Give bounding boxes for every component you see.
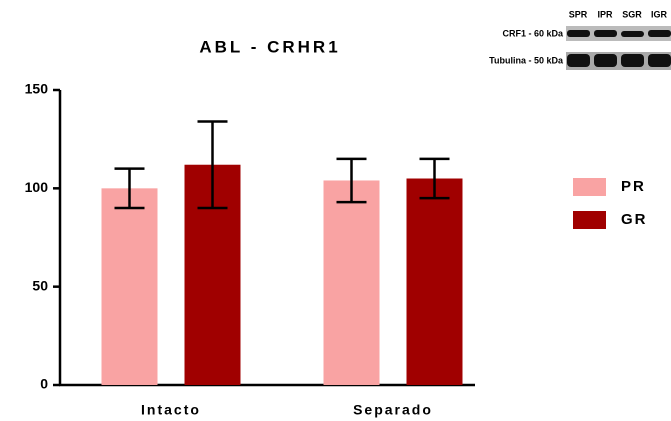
- blot-band: [621, 31, 644, 37]
- blot-band: [648, 30, 671, 37]
- y-tick-label: 150: [25, 81, 49, 97]
- chart-title: ABL - CRHR1: [199, 37, 340, 56]
- blot-band: [567, 30, 590, 37]
- blot-band: [594, 30, 617, 37]
- lane-label: IPR: [597, 9, 613, 19]
- lane-label: SGR: [622, 9, 642, 19]
- legend-label: PR: [621, 178, 646, 195]
- blot-band: [567, 54, 590, 67]
- lane-label: SPR: [569, 9, 588, 19]
- y-tick-label: 100: [25, 179, 49, 195]
- legend-swatch: [573, 211, 606, 229]
- x-tick-label: Intacto: [141, 402, 201, 418]
- chart: ABL - CRHR1 0 50 100 150 Intacto Separado PR GR…: [0, 0, 671, 421]
- blot-inset: [566, 26, 671, 70]
- lane-label: IGR: [651, 9, 668, 19]
- blot-band: [594, 54, 617, 67]
- blot-band: [648, 54, 671, 67]
- blot-band: [621, 54, 644, 67]
- legend-label: GR: [621, 211, 648, 228]
- y-tick-label: 50: [32, 277, 48, 293]
- bar: [102, 188, 158, 385]
- bar: [324, 180, 380, 385]
- y-tick-label: 0: [40, 376, 48, 392]
- row-label: Tubulina - 50 kDa: [489, 55, 564, 65]
- x-tick-label: Separado: [353, 402, 433, 418]
- row-label: CRF1 - 60 kDa: [502, 28, 564, 38]
- legend-swatch: [573, 178, 606, 196]
- bar: [407, 179, 463, 386]
